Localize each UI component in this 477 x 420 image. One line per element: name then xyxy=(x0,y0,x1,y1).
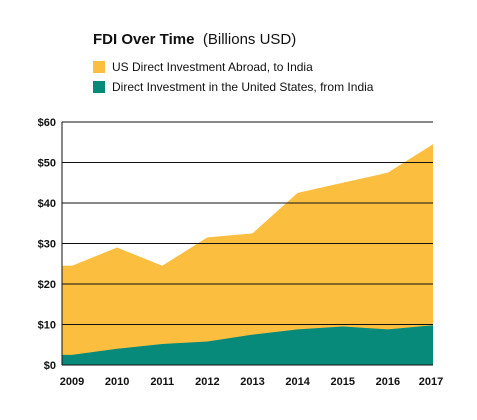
area-us-abroad xyxy=(62,144,433,365)
y-tick-label: $20 xyxy=(38,279,56,291)
chart-title-group: FDI Over Time (Billions USD) xyxy=(93,31,296,48)
y-tick-label: $30 xyxy=(38,239,56,251)
x-tick-label: 2016 xyxy=(376,376,400,388)
x-tick-label: 2011 xyxy=(150,376,174,388)
x-tick-label: 2010 xyxy=(105,376,129,388)
legend-swatch-us-abroad xyxy=(93,61,105,73)
y-tick-label: $40 xyxy=(38,198,56,210)
y-tick-label: $0 xyxy=(44,360,56,372)
legend-label-us-abroad: US Direct Investment Abroad, to India xyxy=(112,60,313,74)
x-tick-label: 2017 xyxy=(419,376,443,388)
x-tick-label: 2014 xyxy=(285,376,310,388)
x-tick-label: 2013 xyxy=(240,376,264,388)
y-tick-label: $50 xyxy=(38,158,56,170)
y-tick-label: $10 xyxy=(38,320,56,332)
legend: US Direct Investment Abroad, to India Di… xyxy=(93,60,374,94)
chart-subtitle: (Billions USD) xyxy=(203,31,296,48)
gridlines xyxy=(62,121,433,366)
x-axis-ticks: 2009 2010 2011 2012 2013 2014 2015 2016 2017 xyxy=(60,376,443,388)
legend-label-india-in-us: Direct Investment in the United States, … xyxy=(112,80,374,94)
y-axis-ticks: $0 $10 $20 $30 $40 $50 $60 xyxy=(38,117,56,372)
chart-title: FDI Over Time xyxy=(93,31,194,48)
legend-swatch-india-in-us xyxy=(93,81,105,93)
y-tick-label: $60 xyxy=(38,117,56,129)
series-areas xyxy=(62,144,433,365)
x-tick-label: 2015 xyxy=(331,376,355,388)
area-india-in-us xyxy=(62,325,433,365)
x-tick-label: 2012 xyxy=(195,376,219,388)
x-tick-label: 2009 xyxy=(60,376,84,388)
